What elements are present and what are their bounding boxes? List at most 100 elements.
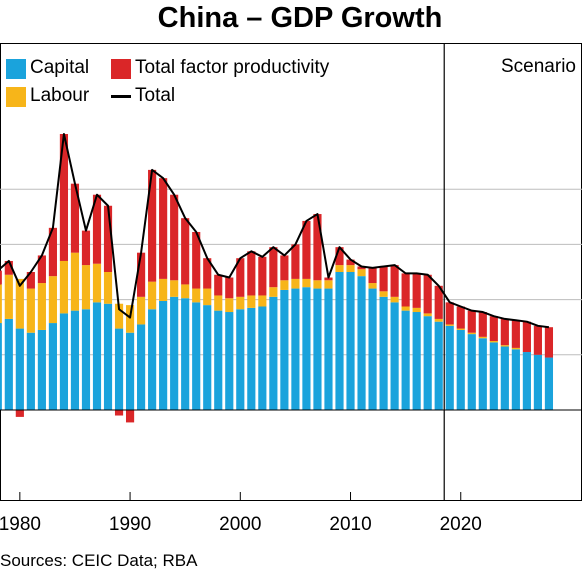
bar-segment	[500, 318, 509, 346]
bar-segment	[544, 357, 554, 410]
bar-segment	[236, 258, 245, 297]
bar-segment	[159, 278, 168, 301]
bar-segment	[92, 194, 102, 264]
bar-segment	[0, 270, 2, 285]
bar-segment	[92, 302, 102, 410]
bar-segment	[26, 332, 35, 410]
bar-segment	[335, 247, 344, 266]
bar-segment	[15, 328, 24, 410]
bar-segment	[357, 276, 366, 410]
bar-segment	[181, 298, 190, 410]
bar-segment	[148, 309, 157, 410]
bar-segment	[489, 341, 498, 343]
bar-segment	[445, 324, 454, 326]
bar-segment	[390, 265, 399, 297]
bar-segment	[114, 328, 124, 410]
bar-segment	[125, 332, 135, 410]
bar-segment	[500, 346, 509, 410]
bar-segment	[203, 258, 212, 289]
bar-segment	[59, 260, 69, 314]
bar-segment	[511, 347, 520, 350]
bar-segment	[103, 272, 113, 304]
bar-segment	[511, 320, 520, 348]
bar-segment	[456, 329, 465, 410]
bar-segment	[357, 266, 366, 270]
bar-segment	[258, 256, 267, 296]
bar-segment	[291, 288, 300, 410]
bar-segment	[137, 296, 146, 325]
bar-segment	[269, 296, 278, 410]
bar-segment	[434, 321, 443, 410]
bar-segment	[247, 251, 256, 296]
bar-segment	[103, 205, 113, 272]
bar-segment	[59, 134, 69, 261]
bar-segment	[445, 302, 454, 325]
bar-segment	[357, 269, 366, 277]
bar-segment	[214, 295, 223, 311]
bar-segment	[401, 273, 410, 307]
bar-segment	[346, 272, 355, 410]
bar-segment	[478, 338, 487, 410]
bar-segment	[313, 280, 322, 289]
bar-segment	[423, 274, 432, 314]
bar-segment	[15, 278, 24, 329]
legend-swatch-capital	[6, 59, 26, 79]
bar-segment	[456, 306, 465, 329]
bar-segment	[522, 352, 531, 410]
bar-segment	[478, 336, 487, 339]
bar-segment	[346, 259, 355, 266]
bar-segment	[170, 280, 179, 297]
bar-segment	[192, 302, 201, 410]
bar-segment	[456, 328, 465, 330]
bar-segment	[170, 194, 179, 281]
bar-segment	[390, 296, 399, 303]
bar-segment	[203, 288, 212, 306]
bar-segment	[434, 285, 443, 319]
bar-segment	[81, 309, 91, 410]
bar-segment	[4, 318, 13, 410]
bar-segment	[258, 295, 267, 307]
bar-segment	[192, 288, 201, 303]
bar-segment	[368, 283, 377, 289]
bar-segment	[313, 288, 322, 410]
bar-segment	[203, 305, 212, 410]
x-tick-label: 1990	[109, 514, 151, 535]
x-tick-label: 1980	[0, 514, 41, 535]
bar-segment	[390, 302, 399, 410]
bar-segment	[489, 316, 498, 341]
bar-segment	[26, 272, 35, 289]
source-note: Sources: CEIC Data; RBA	[0, 551, 198, 570]
bar-segment	[280, 255, 289, 281]
legend-swatch-tfp	[111, 59, 131, 79]
bar-segment	[37, 329, 46, 410]
bar-segment	[291, 278, 300, 289]
x-tick-label: 2010	[329, 514, 371, 535]
bar-segment	[478, 312, 487, 337]
bar-segment	[247, 307, 256, 410]
bar-segment	[379, 291, 388, 297]
bar-segment	[81, 230, 91, 266]
bar-segment	[159, 300, 168, 410]
bar-segment	[368, 267, 377, 284]
bar-segment	[247, 295, 256, 308]
bar-segment	[114, 303, 124, 329]
bar-segment	[181, 218, 190, 285]
bar-segment	[324, 277, 333, 281]
bar-segment	[48, 227, 57, 277]
bar-segment	[4, 260, 13, 275]
bar-segment	[335, 265, 344, 272]
legend-label-capital: Capital	[30, 57, 90, 78]
bar-segment	[269, 247, 278, 288]
bar-segment	[0, 323, 2, 410]
bar-segment	[313, 214, 322, 281]
bar-segment	[489, 342, 498, 410]
bar-segment	[0, 284, 2, 324]
bar-segment	[92, 263, 102, 303]
legend-label-total: Total	[135, 85, 176, 106]
bar-segment	[280, 280, 289, 290]
legend-label-labour: Labour	[30, 85, 90, 106]
bar-segment	[412, 307, 421, 313]
bar-segment	[214, 274, 223, 296]
bar-segment	[533, 325, 542, 355]
